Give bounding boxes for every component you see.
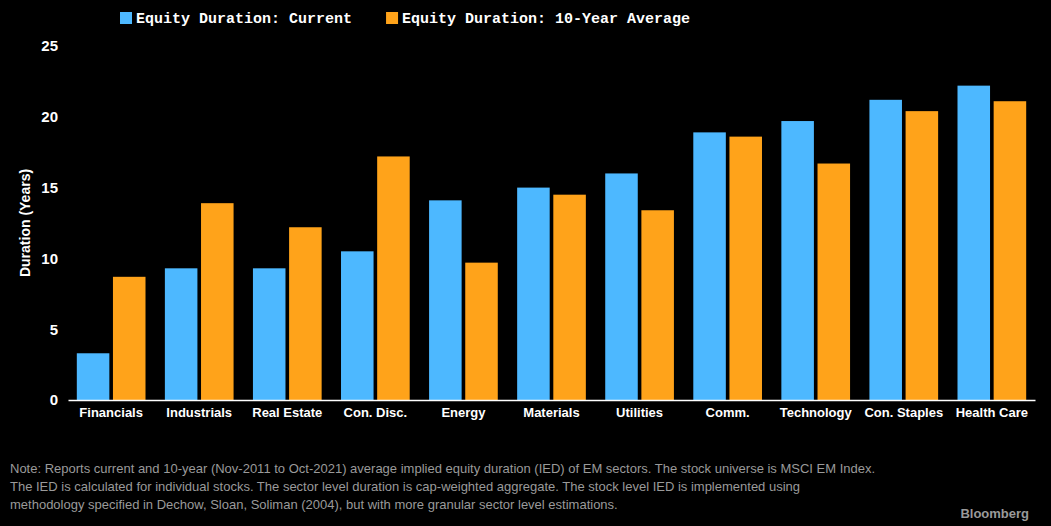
bar	[957, 86, 990, 400]
bar-series	[113, 101, 1026, 400]
x-tick: Comm.	[706, 400, 750, 420]
y-tick: 10	[41, 250, 68, 267]
legend: Equity Duration: Current Equity Duration:…	[120, 11, 690, 28]
x-tick: Utilities	[616, 400, 663, 420]
source: Bloomberg	[960, 506, 1029, 521]
x-tick: Financials	[79, 400, 143, 420]
x-tick-label: Industrials	[166, 405, 232, 420]
y-tick-label: 10	[41, 250, 58, 267]
bar	[289, 227, 322, 400]
legend-item: Equity Duration: 10-Year Average	[386, 11, 690, 28]
bar	[377, 156, 410, 400]
x-tick-label: Comm.	[706, 405, 750, 420]
y-tick-label: 5	[50, 321, 58, 338]
background	[0, 0, 1051, 526]
bar	[818, 164, 851, 400]
x-axis-line	[69, 400, 1036, 402]
x-tick: Con. Disc.	[344, 400, 408, 420]
x-tick: Energy	[441, 400, 486, 420]
legend-swatch	[386, 12, 398, 24]
note: Note: Reports current and 10-year (Nov-2…	[10, 461, 875, 512]
legend-item: Equity Duration: Current	[120, 11, 352, 28]
y-axis-line	[68, 47, 69, 401]
bar	[781, 121, 814, 400]
x-tick: Health Care	[956, 400, 1028, 420]
x-tick: Materials	[523, 400, 579, 420]
x-tick-label: Real Estate	[252, 405, 322, 420]
bar	[77, 353, 110, 400]
y-axis-title: Duration (Years)	[17, 169, 33, 277]
bars	[77, 86, 1026, 400]
bar	[641, 210, 674, 400]
x-tick-label: Utilities	[616, 405, 663, 420]
x-tick: Industrials	[166, 400, 232, 420]
y-axis: 0 5 10 15 20 25	[41, 37, 68, 408]
bar	[165, 268, 198, 400]
x-tick-label: Materials	[523, 405, 579, 420]
x-tick-label: Con. Staples	[864, 405, 943, 420]
y-tick: 15	[41, 179, 68, 196]
bar	[729, 137, 762, 400]
bar	[517, 188, 550, 400]
bar	[553, 195, 586, 400]
bar	[869, 100, 902, 400]
y-tick: 5	[50, 321, 68, 338]
y-tick-label: 0	[50, 391, 58, 408]
x-tick-label: Health Care	[956, 405, 1028, 420]
y-tick-label: 25	[41, 37, 58, 54]
bar-series	[77, 86, 990, 400]
x-tick: Technology	[780, 400, 853, 420]
x-tick-label: Energy	[441, 405, 486, 420]
bar	[113, 277, 146, 400]
bar	[201, 203, 234, 400]
bar	[605, 173, 638, 400]
x-tick-label: Financials	[79, 405, 143, 420]
x-tick: Con. Staples	[864, 400, 943, 420]
bar	[693, 132, 726, 400]
x-tick-label: Technology	[780, 405, 853, 420]
bar	[906, 111, 939, 400]
bar	[429, 200, 462, 400]
y-tick-label: 15	[41, 179, 58, 196]
note-line: methodology specified in Dechow, Sloan, …	[10, 497, 618, 512]
y-tick: 20	[41, 108, 68, 125]
bar	[994, 101, 1027, 400]
legend-label: Equity Duration: 10-Year Average	[402, 11, 690, 28]
bar	[341, 251, 374, 400]
note-line: The IED is calculated for individual sto…	[10, 479, 800, 494]
y-tick-label: 20	[41, 108, 58, 125]
y-tick: 25	[41, 37, 68, 54]
y-tick: 0	[50, 391, 68, 408]
bar	[465, 263, 498, 400]
x-axis: Financials Industrials Real Estate Con. Dis…	[69, 400, 1036, 420]
x-tick-label: Con. Disc.	[344, 405, 408, 420]
legend-swatch	[120, 12, 132, 24]
bar	[253, 268, 286, 400]
note-line: Note: Reports current and 10-year (Nov-2…	[10, 461, 875, 476]
x-tick: Real Estate	[252, 400, 322, 420]
legend-label: Equity Duration: Current	[136, 11, 352, 28]
